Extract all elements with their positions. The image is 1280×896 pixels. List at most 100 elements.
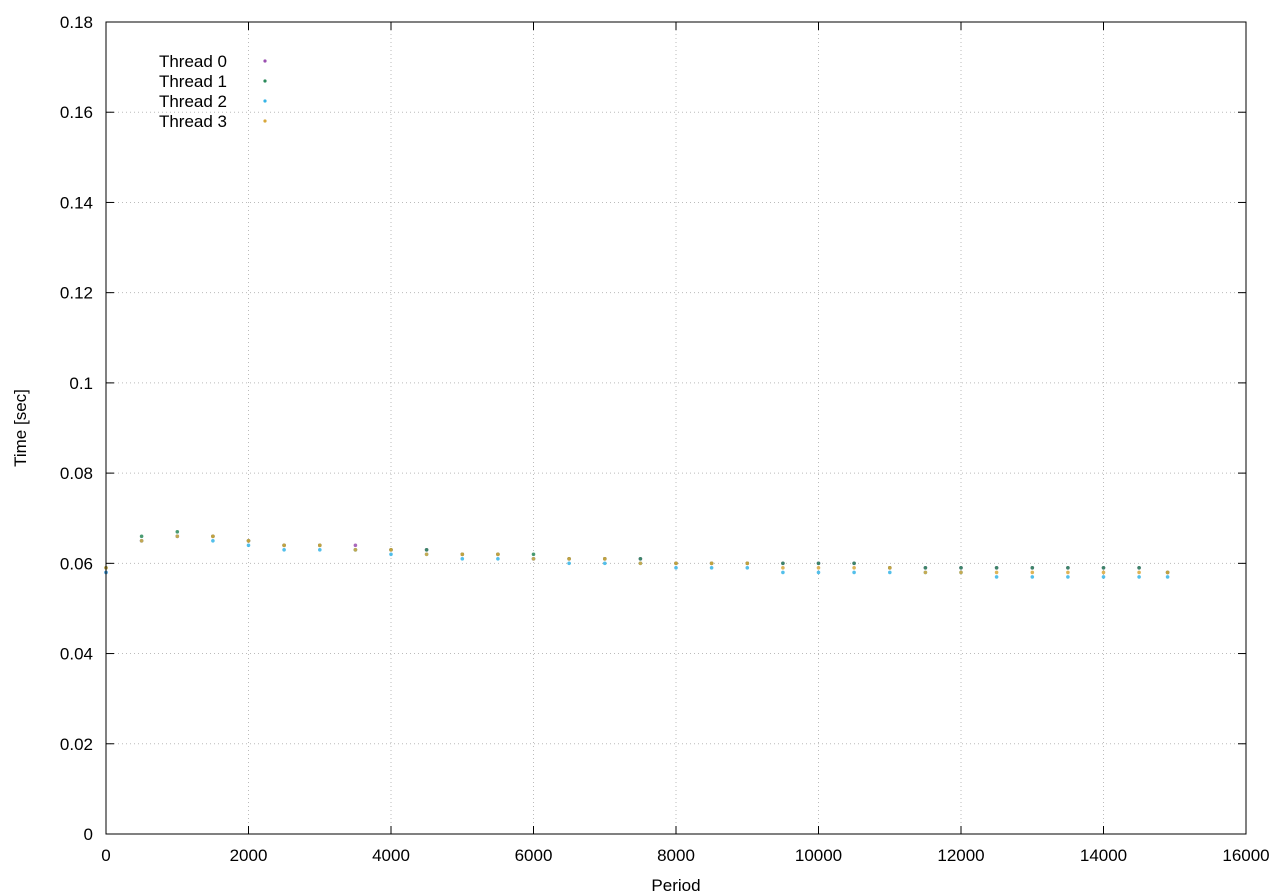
data-point	[531, 557, 536, 561]
y-tick-label: 0.14	[60, 193, 93, 212]
legend-label: Thread 1	[159, 72, 227, 91]
data-point	[781, 566, 785, 570]
data-point	[1165, 570, 1170, 575]
data-point	[1137, 566, 1141, 570]
data-point	[175, 530, 180, 534]
data-point	[603, 557, 607, 561]
data-point	[460, 552, 465, 557]
x-tick-label: 12000	[937, 846, 984, 865]
data-point	[816, 566, 821, 570]
data-point	[1066, 575, 1070, 579]
x-tick-label: 10000	[795, 846, 842, 865]
data-point	[353, 543, 358, 548]
data-point	[211, 534, 215, 539]
data-point	[994, 575, 999, 579]
data-point	[318, 543, 322, 548]
y-tick-label: 0.18	[60, 13, 93, 32]
data-point	[353, 548, 358, 552]
data-point	[816, 561, 821, 566]
data-point	[531, 552, 536, 557]
data-point	[1030, 566, 1035, 570]
x-tick-label: 0	[101, 846, 110, 865]
data-point	[923, 566, 928, 570]
data-point	[638, 557, 643, 561]
y-tick-label: 0	[84, 825, 93, 844]
y-tick-label: 0.08	[60, 464, 93, 483]
data-point	[603, 561, 607, 566]
y-tick-label: 0.02	[60, 735, 93, 754]
data-point	[1066, 570, 1070, 575]
data-point	[282, 548, 286, 552]
data-point	[567, 557, 571, 561]
data-point	[852, 561, 856, 566]
series-thread-2	[104, 534, 1170, 579]
y-axis-label: Time [sec]	[11, 389, 30, 467]
data-point	[852, 570, 856, 575]
data-point	[709, 566, 714, 570]
data-point	[1066, 566, 1070, 570]
data-point	[1030, 570, 1035, 575]
data-point	[709, 561, 714, 566]
data-point	[1030, 575, 1035, 579]
data-point	[318, 548, 322, 552]
legend-marker	[263, 59, 267, 63]
y-tick-label: 0.06	[60, 554, 93, 573]
data-point	[745, 566, 750, 570]
x-tick-label: 16000	[1222, 846, 1269, 865]
data-point	[781, 561, 785, 566]
legend-marker	[263, 79, 267, 83]
data-point	[638, 561, 643, 566]
x-tick-label: 8000	[657, 846, 695, 865]
data-points	[104, 530, 1170, 579]
data-point	[852, 566, 856, 570]
y-tick-label: 0.1	[69, 374, 93, 393]
data-point	[460, 557, 465, 561]
data-point	[994, 566, 999, 570]
data-point	[1101, 570, 1106, 575]
data-point	[139, 539, 144, 543]
data-point	[959, 570, 963, 575]
data-point	[674, 561, 678, 566]
data-point	[923, 570, 928, 575]
y-tick-label: 0.12	[60, 284, 93, 303]
legend-label: Thread 2	[159, 92, 227, 111]
data-point	[424, 548, 429, 552]
x-tick-label: 2000	[230, 846, 268, 865]
data-point	[674, 566, 678, 570]
data-point	[389, 552, 393, 557]
data-point	[424, 552, 429, 557]
data-point	[816, 570, 821, 575]
legend-label: Thread 0	[159, 52, 227, 71]
data-point	[496, 552, 500, 557]
x-tick-label: 6000	[515, 846, 553, 865]
data-point	[496, 557, 500, 561]
data-point	[781, 570, 785, 575]
axis-ticks	[105, 21, 1247, 835]
data-point	[139, 534, 144, 539]
data-point	[888, 566, 892, 570]
data-point	[1137, 570, 1141, 575]
y-tick-label: 0.04	[60, 645, 93, 664]
data-point	[246, 543, 251, 548]
data-point	[1101, 566, 1106, 570]
y-tick-label: 0.16	[60, 103, 93, 122]
data-point	[389, 548, 393, 552]
grid-lines	[106, 22, 1246, 834]
legend-marker	[263, 119, 267, 123]
data-point	[745, 561, 750, 566]
x-tick-label: 14000	[1080, 846, 1127, 865]
data-point	[1165, 575, 1170, 579]
data-point	[567, 561, 571, 566]
data-point	[282, 543, 286, 548]
x-axis-tick-labels: 0 2000 4000 6000 8000 10000 12000 14000 16000	[101, 846, 1269, 865]
data-point	[959, 566, 963, 570]
data-point	[1101, 575, 1106, 579]
y-axis-tick-labels: 0 0.02 0.04 0.06 0.08 0.1 0.12 0.14 0.16 0.18	[60, 13, 93, 844]
data-point	[1137, 575, 1141, 579]
data-point	[246, 539, 251, 543]
legend-marker	[263, 99, 267, 103]
legend-label: Thread 3	[159, 112, 227, 131]
